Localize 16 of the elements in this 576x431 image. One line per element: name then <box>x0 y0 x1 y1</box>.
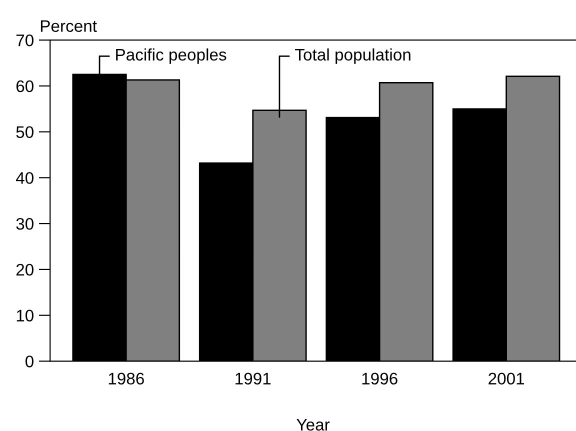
x-axis-title: Year <box>296 418 330 431</box>
y-tick-label: 40 <box>16 172 34 184</box>
legend-label: Pacific peoples <box>116 48 226 64</box>
y-tick-label: 50 <box>16 126 34 138</box>
y-tick-label: 70 <box>16 34 34 46</box>
y-tick-label: 20 <box>16 264 34 276</box>
x-tick-label: 1991 <box>236 372 271 385</box>
y-axis-title: Percent <box>40 20 97 32</box>
x-tick-label: 2001 <box>488 372 524 385</box>
series-label: Total population <box>295 48 410 64</box>
y-tick-label: 30 <box>16 218 34 230</box>
y-tick-label: 10 <box>16 310 34 322</box>
x-tick-label: 1996 <box>362 372 398 385</box>
y-tick-label: 0 <box>26 356 34 368</box>
x-tick-label: 1986 <box>108 372 144 385</box>
y-tick-label: 60 <box>16 80 34 92</box>
